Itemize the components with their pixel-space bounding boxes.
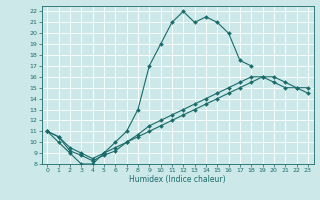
X-axis label: Humidex (Indice chaleur): Humidex (Indice chaleur) xyxy=(129,175,226,184)
